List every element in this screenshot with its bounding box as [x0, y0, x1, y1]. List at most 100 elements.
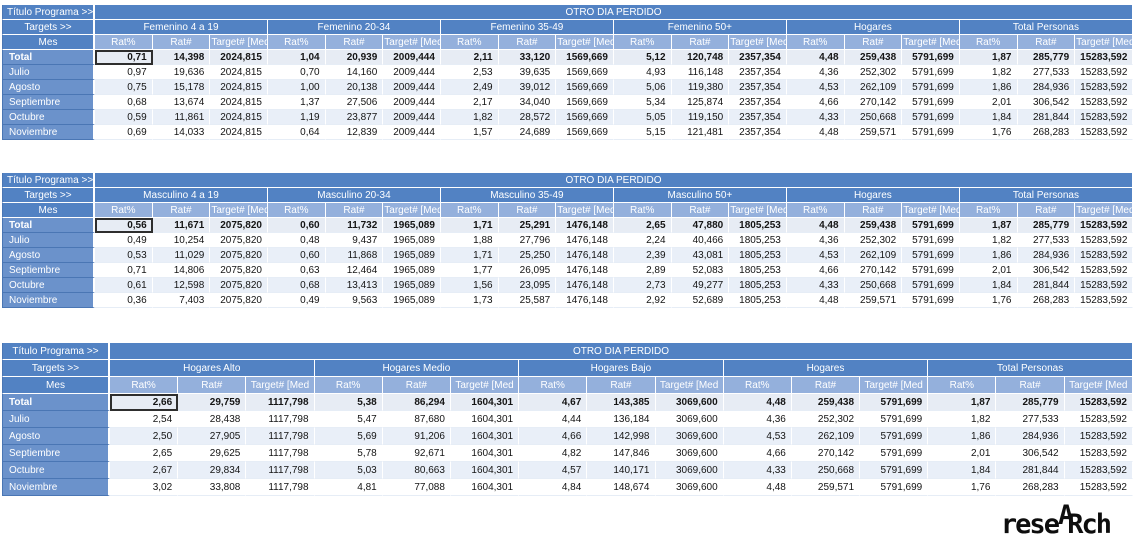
- data-cell[interactable]: 9,563: [325, 293, 384, 308]
- data-cell[interactable]: 2,54: [110, 411, 179, 428]
- data-cell[interactable]: 5,06: [613, 80, 672, 95]
- data-cell[interactable]: 4,53: [723, 428, 792, 445]
- data-cell[interactable]: 1604,301: [450, 445, 520, 462]
- data-cell[interactable]: 1569,669: [556, 95, 614, 110]
- data-cell[interactable]: 0,59: [95, 110, 153, 125]
- data-cell[interactable]: 3069,600: [655, 445, 724, 462]
- data-cell[interactable]: 5,05: [613, 110, 672, 125]
- subheader-cell[interactable]: Rat#: [844, 35, 903, 50]
- month-label-agosto[interactable]: Agosto: [2, 248, 95, 263]
- data-cell[interactable]: 119,150: [671, 110, 730, 125]
- data-cell[interactable]: 15283,592: [1064, 428, 1133, 445]
- group-header-femenino-35-49[interactable]: Femenino 35-49: [440, 20, 614, 35]
- month-label-septiembre[interactable]: Septiembre: [2, 95, 95, 110]
- program-title-band[interactable]: OTRO DIA PERDIDO: [95, 173, 1133, 188]
- data-cell[interactable]: 2009,444: [383, 110, 441, 125]
- data-cell[interactable]: 11,732: [325, 218, 384, 233]
- data-cell[interactable]: 80,663: [382, 462, 451, 479]
- subheader-cell[interactable]: Rat%: [959, 203, 1018, 218]
- data-cell[interactable]: 262,109: [844, 248, 903, 263]
- data-cell[interactable]: 4,81: [314, 479, 383, 496]
- data-cell[interactable]: 39,012: [498, 80, 557, 95]
- month-label-octubre[interactable]: Octubre: [2, 462, 110, 479]
- data-cell[interactable]: 13,674: [152, 95, 211, 110]
- data-cell[interactable]: 281,844: [1017, 110, 1076, 125]
- data-cell[interactable]: 5791,699: [860, 428, 929, 445]
- data-cell[interactable]: 142,998: [587, 428, 656, 445]
- subheader-cell[interactable]: Target# [Med: [210, 35, 268, 50]
- data-cell[interactable]: 29,834: [178, 462, 247, 479]
- data-cell[interactable]: 4,33: [786, 110, 845, 125]
- data-cell[interactable]: 0,60: [267, 218, 326, 233]
- data-cell[interactable]: 2,53: [440, 65, 499, 80]
- data-cell[interactable]: 1,86: [959, 80, 1018, 95]
- data-cell[interactable]: 1,82: [959, 233, 1018, 248]
- subheader-cell[interactable]: Rat%: [440, 203, 499, 218]
- data-cell[interactable]: 1,19: [267, 110, 326, 125]
- program-title-band[interactable]: OTRO DIA PERDIDO: [95, 5, 1133, 20]
- data-cell[interactable]: 4,53: [786, 248, 845, 263]
- data-cell[interactable]: 1,00: [267, 80, 326, 95]
- data-cell[interactable]: 270,142: [844, 263, 903, 278]
- data-cell[interactable]: 2,01: [959, 95, 1018, 110]
- data-cell[interactable]: 2,39: [613, 248, 672, 263]
- subheader-cell[interactable]: Rat%: [519, 377, 588, 394]
- data-cell[interactable]: 77,088: [382, 479, 451, 496]
- data-cell[interactable]: 52,689: [671, 293, 730, 308]
- data-cell[interactable]: 20,138: [325, 80, 384, 95]
- data-cell[interactable]: 2,67: [110, 462, 179, 479]
- data-cell[interactable]: 140,171: [587, 462, 656, 479]
- data-cell[interactable]: 7,403: [152, 293, 211, 308]
- data-cell[interactable]: 4,36: [786, 65, 845, 80]
- data-cell[interactable]: 4,48: [786, 125, 845, 140]
- data-cell[interactable]: 15,178: [152, 80, 211, 95]
- data-cell[interactable]: 285,779: [996, 394, 1065, 411]
- data-cell[interactable]: 2024,815: [210, 65, 268, 80]
- data-cell[interactable]: 2075,820: [210, 278, 268, 293]
- program-title-band[interactable]: OTRO DIA PERDIDO: [110, 343, 1133, 360]
- data-cell[interactable]: 306,542: [1017, 95, 1076, 110]
- data-cell[interactable]: 2357,354: [729, 80, 787, 95]
- subheader-cell[interactable]: Rat#: [325, 203, 384, 218]
- data-cell[interactable]: 4,57: [519, 462, 588, 479]
- data-cell[interactable]: 2075,820: [210, 263, 268, 278]
- data-cell[interactable]: 0,53: [95, 248, 153, 263]
- data-cell[interactable]: 1805,253: [729, 248, 787, 263]
- data-cell[interactable]: 0,68: [267, 278, 326, 293]
- corner-mes-cell[interactable]: Mes: [2, 203, 95, 218]
- data-cell[interactable]: 23,877: [325, 110, 384, 125]
- data-cell[interactable]: 1,76: [959, 125, 1018, 140]
- data-cell[interactable]: 86,294: [382, 394, 451, 411]
- data-cell[interactable]: 0,63: [267, 263, 326, 278]
- subheader-cell[interactable]: Target# [Med: [860, 377, 929, 394]
- data-cell[interactable]: 3069,600: [655, 394, 724, 411]
- data-cell[interactable]: 1569,669: [556, 80, 614, 95]
- data-cell[interactable]: 11,861: [152, 110, 211, 125]
- data-cell[interactable]: 250,668: [844, 278, 903, 293]
- data-cell[interactable]: 268,283: [996, 479, 1065, 496]
- data-cell[interactable]: 5791,699: [902, 80, 960, 95]
- subheader-cell[interactable]: Target# [Med: [902, 35, 960, 50]
- data-cell[interactable]: 15283,592: [1075, 80, 1133, 95]
- data-cell[interactable]: 4,48: [786, 293, 845, 308]
- data-cell[interactable]: 5791,699: [902, 278, 960, 293]
- data-cell[interactable]: 2,01: [928, 445, 997, 462]
- data-cell[interactable]: 52,083: [671, 263, 730, 278]
- month-label-octubre[interactable]: Octubre: [2, 278, 95, 293]
- data-cell[interactable]: 1,82: [928, 411, 997, 428]
- data-cell[interactable]: 25,291: [498, 218, 557, 233]
- month-label-total[interactable]: Total: [2, 218, 95, 233]
- data-cell[interactable]: 4,53: [786, 80, 845, 95]
- subheader-cell[interactable]: Target# [Med: [383, 35, 441, 50]
- data-cell[interactable]: 1965,089: [383, 248, 441, 263]
- data-cell[interactable]: 125,874: [671, 95, 730, 110]
- data-cell[interactable]: 9,437: [325, 233, 384, 248]
- subheader-cell[interactable]: Target# [Med: [556, 203, 614, 218]
- data-cell[interactable]: 5791,699: [902, 125, 960, 140]
- data-cell[interactable]: 3069,600: [655, 428, 724, 445]
- data-cell[interactable]: 1805,253: [729, 263, 787, 278]
- data-cell[interactable]: 1,73: [440, 293, 499, 308]
- selected-cell[interactable]: 0,71: [95, 50, 153, 65]
- subheader-cell[interactable]: Rat%: [440, 35, 499, 50]
- data-cell[interactable]: 15283,592: [1064, 445, 1133, 462]
